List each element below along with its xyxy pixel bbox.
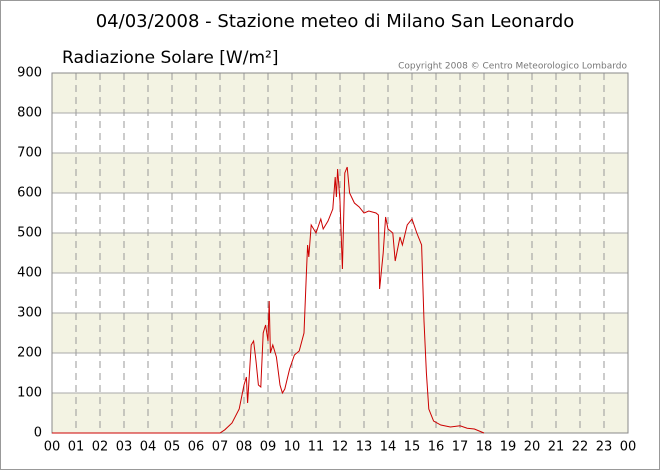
x-tick-label: 12	[332, 440, 349, 455]
y-tick-label: 300	[17, 306, 42, 321]
x-tick-label: 04	[140, 440, 157, 455]
y-tick-label: 400	[17, 266, 42, 281]
chart-subtitle: Radiazione Solare [W/m²]	[62, 48, 278, 68]
y-tick-label: 500	[17, 226, 42, 241]
x-tick-label: 23	[596, 440, 613, 455]
y-tick-label: 600	[17, 186, 42, 201]
y-tick-label: 800	[17, 106, 42, 121]
y-tick-label: 900	[17, 66, 42, 81]
x-tick-label: 03	[116, 440, 133, 455]
y-tick-label: 200	[17, 346, 42, 361]
data-line	[52, 166, 485, 434]
x-tick-label: 19	[500, 440, 517, 455]
x-tick-label: 02	[92, 440, 109, 455]
x-tick-label: 00	[620, 440, 637, 455]
x-tick-label: 09	[260, 440, 277, 455]
x-tick-label: 05	[164, 440, 181, 455]
x-tick-label: 21	[548, 440, 565, 455]
plot-border	[51, 72, 629, 434]
y-tick-label: 700	[17, 146, 42, 161]
chart-title: 04/03/2008 - Stazione meteo di Milano Sa…	[96, 11, 575, 32]
x-tick-label: 15	[404, 440, 421, 455]
x-tick-label: 18	[476, 440, 493, 455]
x-tick-label: 14	[380, 440, 397, 455]
x-tick-label: 07	[212, 440, 229, 455]
y-tick-label: 100	[17, 386, 42, 401]
x-tick-label: 01	[68, 440, 85, 455]
x-tick-label: 00	[44, 440, 61, 455]
x-tick-label: 22	[572, 440, 589, 455]
x-tick-label: 10	[284, 440, 301, 455]
x-tick-label: 06	[188, 440, 205, 455]
x-tick-label: 08	[236, 440, 253, 455]
x-tick-label: 16	[428, 440, 445, 455]
y-tick-label: 0	[34, 426, 42, 441]
x-tick-label: 17	[452, 440, 469, 455]
x-tick-label: 20	[524, 440, 541, 455]
x-tick-label: 13	[356, 440, 373, 455]
copyright: Copyright 2008 © Centro Meteorologico Lo…	[398, 62, 627, 72]
x-tick-label: 11	[308, 440, 325, 455]
